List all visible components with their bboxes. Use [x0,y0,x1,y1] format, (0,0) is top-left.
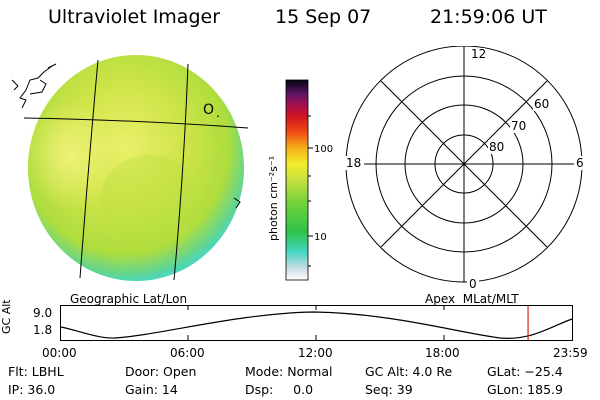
mlt-label-0: 0 [469,277,477,291]
door-status: Door: Open [125,364,197,379]
grid-marker-label: O [203,102,214,118]
mlat-label-80: 80 [489,140,504,154]
dsp-status: Dsp: 0.0 [245,382,314,397]
apex-caption: Apex MLat/MLT [425,292,519,306]
colorbar-tick-100: 100 [314,144,333,155]
orbit-xtick-1200: 12:00 [298,346,333,360]
lat-lon-grid [23,59,249,281]
orbit-xtick-0000: 00:00 [42,346,77,360]
filter-status: Flt: LBHL [8,364,64,379]
polar-grid: 12 18 6 0 60 70 80 [344,46,586,291]
orbit-ytick-1.8: 1.8 [33,323,53,337]
orbit-plot [60,305,573,341]
colorbar: 100 10 photon cm⁻²s⁻¹ [267,79,333,281]
glon-status: GLon: 185.9 [487,382,563,397]
seq-status: Seq: 39 [365,382,413,397]
mlt-label-6: 6 [576,156,584,170]
mlat-label-60: 60 [534,97,549,111]
orbit-ylabel: GC Alt [0,299,13,334]
coastline-outline [11,63,241,209]
uv-earth-image: O . [11,55,249,281]
orbit-xtick-1800: 18:00 [425,346,460,360]
time-label: 21:59:06 UT [430,6,547,28]
date-label: 15 Sep 07 [275,6,372,28]
orbit-ytick-9: 9.0 [33,306,53,320]
mlat-label-70: 70 [511,119,526,133]
grid-marker-dot: . [216,106,220,120]
orbit-xtick-2359: 23:59 [553,346,588,360]
gc-alt-status: GC Alt: 4.0 Re [365,364,453,379]
mlt-label-12: 12 [471,47,486,61]
mode-status: Mode: Normal [245,364,333,379]
uv-disk [25,55,244,281]
geographic-caption: Geographic Lat/Lon [70,292,188,306]
instrument-title: Ultraviolet Imager [48,6,221,28]
mlt-label-18: 18 [346,156,361,170]
gain-status: Gain: 14 [125,382,178,397]
glat-status: GLat: −25.4 [487,364,563,379]
colorbar-tick-10: 10 [314,232,327,243]
colorbar-unit-label: photon cm⁻²s⁻¹ [267,156,280,241]
orbit-altitude-curve [60,311,573,340]
orbit-xtick-0600: 06:00 [170,346,205,360]
ip-status: IP: 36.0 [8,382,56,397]
